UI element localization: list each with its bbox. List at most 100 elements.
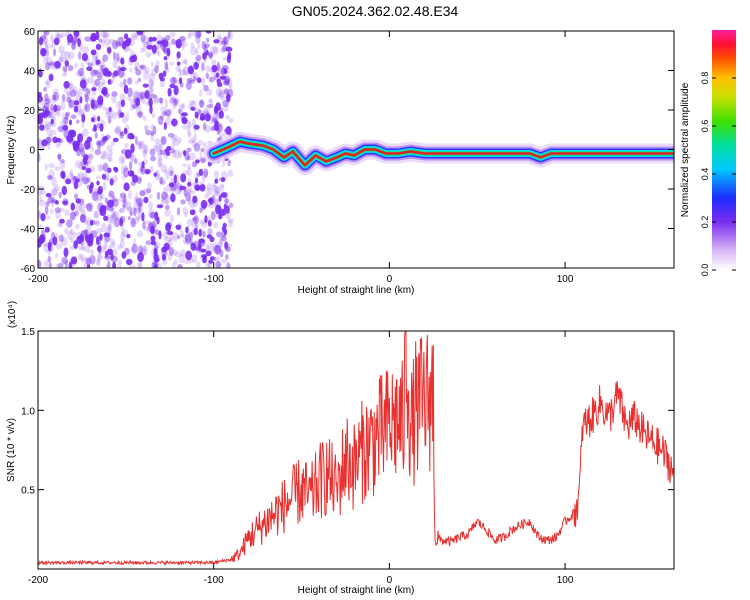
noise-dot [85,203,93,210]
noise-dot [151,113,156,119]
noise-dot [199,156,206,164]
noise-dot [178,137,182,144]
noise-dot [45,62,51,71]
noise-dot [227,169,234,178]
noise-dot [207,242,215,253]
noise-dot [77,245,84,250]
noise-dot [84,36,91,42]
noise-dot [112,261,116,268]
noise-dot [39,233,45,244]
noise-dot [157,162,163,168]
noise-dot [119,192,127,199]
noise-dot [52,88,59,95]
x-tick-label: 100 [557,575,574,586]
noise-dot [157,50,161,57]
noise-dot [160,136,167,145]
noise-dot [56,137,61,143]
noise-dot [109,178,114,186]
noise-dot [143,143,148,154]
noise-dot [119,92,126,102]
noise-dot [86,264,91,268]
noise-dot [151,67,158,77]
noise-dot [139,190,145,197]
noise-dot [46,79,51,89]
noise-dot [212,46,219,56]
noise-dot [78,51,82,60]
noise-dot [73,37,77,47]
noise-dot [130,32,138,38]
noise-dot [189,79,195,84]
noise-dot [226,77,233,87]
noise-dot [190,46,197,56]
noise-dot [54,60,61,69]
noise-dot [135,199,141,204]
noise-dot [41,36,49,44]
noise-dot [206,104,214,109]
noise-dot [124,33,129,40]
noise-dot [121,61,125,68]
noise-dot [112,72,116,82]
noise-dot [58,138,64,144]
noise-dot [38,138,42,144]
noise-dot [62,124,69,131]
noise-dot [43,31,48,39]
noise-dot [205,250,212,257]
noise-dot [45,201,50,207]
noise-dot [211,65,216,70]
noise-dot [81,75,86,80]
noise-dot [169,148,176,154]
noise-dot [102,162,109,172]
noise-dot [206,183,213,190]
noise-dot [191,254,198,264]
noise-dot [149,105,153,115]
noise-dot [81,86,88,92]
noise-dot [172,237,178,242]
noise-dot [150,131,154,142]
noise-dot [83,153,87,163]
noise-dot [189,100,196,105]
noise-dot [44,120,51,130]
noise-dot [212,184,217,192]
noise-dot [97,140,102,150]
noise-dot [213,123,219,131]
noise-dot [135,69,142,76]
noise-dot [174,251,182,258]
noise-dot [62,65,68,73]
noise-dot [148,36,154,43]
noise-dot [214,185,222,194]
noise-dot [108,150,113,157]
noise-dot [122,200,127,209]
noise-dot [142,145,149,155]
noise-dot [79,77,85,83]
noise-dot [108,156,112,162]
snr-frame [37,330,675,570]
noise-dot [167,87,172,97]
noise-dot [43,86,48,92]
noise-dot [135,197,143,202]
noise-dot [178,254,185,264]
noise-dot [153,96,159,105]
noise-dot [162,232,169,240]
noise-dot [137,209,142,219]
noise-dot [100,31,107,39]
noise-dot [121,251,127,259]
noise-dot [38,95,43,103]
x-tick-label: -100 [204,274,224,285]
noise-dot [186,78,192,85]
noise-dot [161,111,168,116]
noise-dot [97,103,101,108]
noise-dot [103,232,110,238]
noise-dot [177,263,183,268]
x-tick-label: 0 [387,575,393,586]
noise-dot [155,59,160,69]
noise-dot [218,247,223,253]
noise-dot [86,184,91,190]
noise-dot [192,195,198,204]
noise-dot [98,38,103,43]
noise-dot [188,120,192,129]
noise-dot [123,127,128,135]
y-tick-label: 1.5 [21,327,35,338]
noise-dot [79,96,83,104]
noise-dot [63,116,69,125]
noise-dot [169,61,174,66]
